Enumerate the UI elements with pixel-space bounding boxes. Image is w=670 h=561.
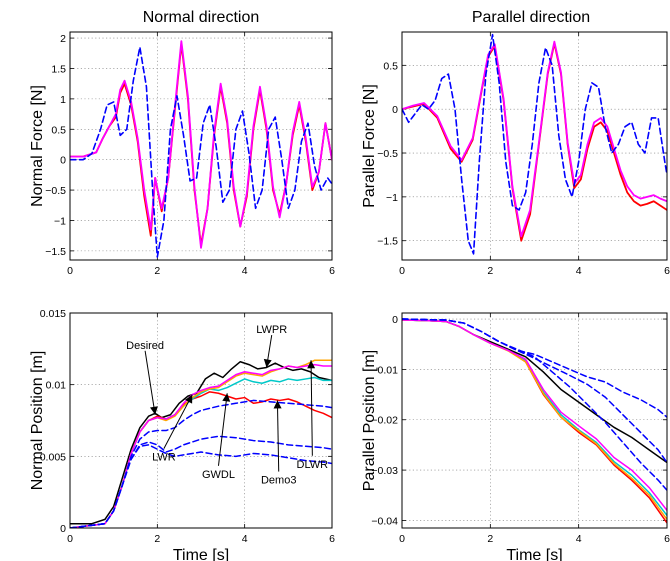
y-tick-label: 0.015 [40, 308, 66, 320]
series-group [402, 318, 667, 524]
annotation-arrow-line [217, 393, 228, 466]
panel-normal-force: 0 2 4 6 −1.5 −1 −0.5 0 0.5 1 1.5 2 [45, 31, 335, 277]
y-tick-label: −0.01 [371, 364, 398, 376]
y-tick-label: 0 [392, 104, 398, 116]
annotation-label: DLWR [297, 459, 329, 471]
x-axis-label-parallel-position: Time [s] [506, 547, 562, 561]
x-axis-label-normal-position: Time [s] [173, 547, 229, 561]
annotation-label: Desired [126, 340, 164, 352]
series-line [70, 399, 332, 528]
x-tick-label: 2 [154, 533, 160, 545]
series-group [402, 33, 667, 255]
plot-frame [401, 312, 668, 529]
y-axis-label-normal-position: Normal Position [m] [29, 351, 46, 491]
y-tick-label: −0.02 [371, 415, 398, 427]
y-tick-label: 0.005 [40, 451, 66, 463]
x-tick-label: 4 [242, 533, 248, 545]
x-tick-label: 6 [329, 265, 335, 277]
annotation-label: Demo3 [261, 475, 296, 487]
series-line [402, 319, 667, 512]
plot-frame [401, 31, 668, 261]
annotation-arrow-line [276, 400, 280, 472]
y-tick-label: −1.5 [377, 236, 398, 248]
y-tick-label: −0.03 [371, 465, 398, 477]
x-tick-label: 2 [487, 533, 493, 545]
x-tick-label: 0 [399, 265, 405, 277]
x-tick-label: 4 [576, 265, 582, 277]
y-tick-label: −0.04 [371, 515, 398, 527]
series-line [70, 46, 332, 258]
x-tick-label: 2 [487, 265, 493, 277]
annotation-arrowhead [222, 393, 231, 402]
x-tick-label: 6 [664, 265, 670, 277]
series-line [402, 318, 667, 464]
annotation-label: GWDL [202, 469, 235, 481]
annotation-arrow-line [163, 394, 193, 449]
y-tick-label: 1 [60, 94, 66, 106]
series-line [70, 363, 332, 528]
series-line [402, 40, 667, 238]
chart-title-parallel: Parallel direction [472, 9, 590, 26]
x-tick-label: 4 [576, 533, 582, 545]
y-tick-label: 0 [60, 155, 66, 167]
y-tick-label: −1.5 [45, 246, 66, 258]
annotation-arrowhead [185, 394, 193, 404]
plot-frame [69, 31, 333, 261]
x-tick-label: 0 [67, 533, 73, 545]
annotation-arrowhead [263, 358, 272, 368]
annotation-arrow-line [310, 360, 313, 456]
annotation-label: LWR [152, 452, 176, 464]
x-tick-label: 0 [67, 265, 73, 277]
y-tick-label: 0 [60, 523, 66, 535]
y-tick-label: −0.5 [377, 148, 398, 160]
y-tick-label: −1 [54, 215, 66, 227]
panel-parallel-position: 0 2 4 6 −0.04 −0.03 −0.02 −0.01 0 [371, 312, 670, 545]
y-axis-label-parallel-force: Parallel Force [N] [361, 84, 378, 208]
series-line [70, 360, 332, 525]
series-line [70, 40, 332, 249]
y-tick-label: 1.5 [51, 63, 66, 75]
series-group [70, 359, 332, 528]
x-tick-label: 6 [329, 533, 335, 545]
annotation-arrowhead [273, 400, 282, 409]
series-line [402, 33, 667, 255]
x-tick-label: 6 [664, 533, 670, 545]
x-tick-label: 2 [154, 265, 160, 277]
x-tick-label: 4 [242, 265, 248, 277]
panel-parallel-force: 0 2 4 6 −1.5 −1 −0.5 0 0.5 [377, 31, 670, 277]
y-axis-label-parallel-position: Parallel Position [m] [361, 350, 378, 491]
y-axis-label-normal-force: Normal Force [N] [29, 85, 46, 207]
series-group [70, 40, 332, 258]
chart-title-normal: Normal direction [143, 9, 259, 26]
y-tick-label: 2 [60, 33, 66, 45]
y-tick-label: −0.5 [45, 185, 66, 197]
y-tick-label: 0 [392, 314, 398, 326]
y-tick-label: 0.5 [51, 124, 66, 136]
annotation-arrowhead [150, 406, 158, 415]
plot-frame [69, 312, 333, 529]
annotation-arrowhead [307, 360, 316, 369]
y-tick-label: 0.01 [46, 380, 67, 392]
annotation-arrow-line [144, 350, 156, 415]
panel-normal-position: 0 2 4 6 0 0.005 0.01 0.015 Desired LWPR LWR GWDL Dem… [40, 308, 335, 545]
y-tick-label: −1 [386, 192, 398, 204]
x-tick-label: 0 [399, 533, 405, 545]
y-tick-label: 0.5 [383, 60, 398, 72]
annotation-label: LWPR [256, 324, 287, 336]
